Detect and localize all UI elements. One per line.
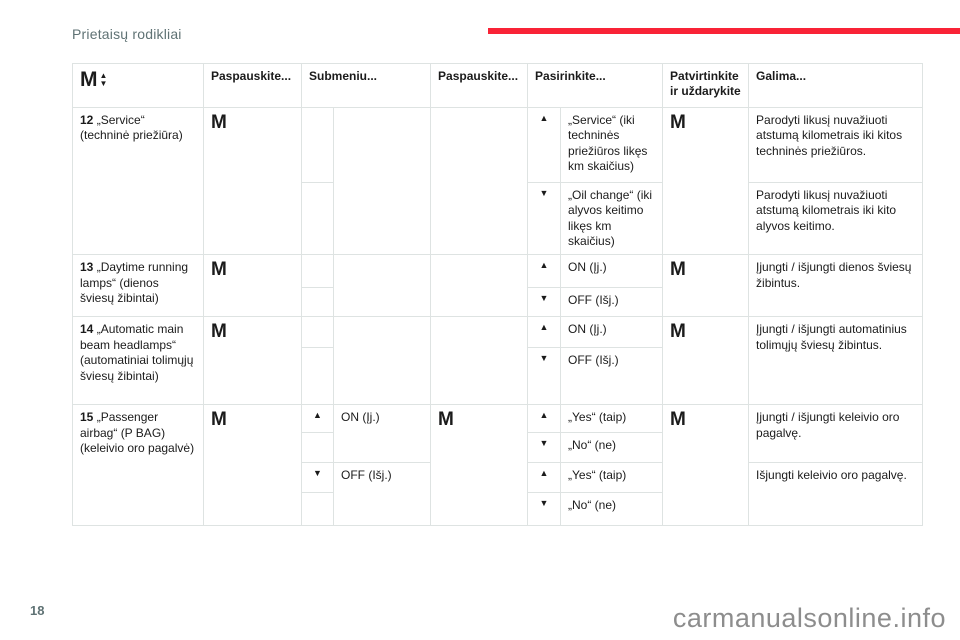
col-header-confirm: Patvirtinkite ir uždarykite (662, 63, 750, 108)
row-label-text: „Automatic main beam headlamps“ (automat… (80, 322, 194, 383)
watermark-text: carmanualsonline.info (672, 603, 946, 633)
menu-updown-arrows-icon: ▲ ▼ (99, 70, 108, 88)
row-label-text: „Passenger airbag“ (P BAG) (keleivio oro… (80, 410, 195, 456)
confirm-m-cell: M (662, 404, 750, 527)
empty-cell (301, 287, 334, 318)
empty-cell (332, 316, 432, 406)
col-header-press-1: Paspauskite... (203, 63, 302, 108)
empty-cell (301, 254, 334, 289)
empty-cell (301, 492, 334, 527)
row-label-auto-main-beam: 14 „Automatic main beam headlamps“ (auto… (72, 316, 204, 406)
option-cell: „Yes“ (taip) (560, 462, 664, 494)
table-subrow: ▼ OFF (Išj.) (73, 287, 923, 318)
col-header-select: Pasirinkite... (527, 63, 664, 108)
table-subrow: ▼ „No“ (ne) (73, 432, 923, 464)
up-arrow-icon: ▲ (99, 70, 108, 80)
empty-cell (332, 254, 432, 318)
empty-cell (301, 316, 334, 349)
press-m-cell-2: M (430, 404, 529, 527)
empty-cell (301, 181, 334, 256)
down-arrow-icon: ▼ (301, 462, 334, 494)
outcome-cell: Įjungti / išjungti dienos šviesų žibintu… (748, 254, 924, 318)
table-row: 15 „Passenger airbag“ (P BAG) (keleivio … (72, 404, 924, 527)
up-arrow-icon: ▲ (527, 107, 562, 183)
menu-m-icon: M ▲ ▼ (80, 69, 107, 90)
table-row: 13 „Daytime running lamps“ (dienos švies… (72, 254, 924, 318)
option-cell: OFF (Išj.) (560, 287, 664, 318)
row-label-text: „Service“ (techninė priežiūra) (80, 113, 183, 143)
settings-table: M ▲ ▼ Paspauskite... Submeniu... Paspaus… (72, 63, 924, 527)
down-arrow-icon: ▼ (527, 347, 562, 406)
option-cell: ON (Įj.) (560, 254, 664, 289)
table-row: 12 „Service“ (techninė priežiūra) M ▲ „S… (72, 106, 924, 256)
table-subrow: ▼ OFF (Išj.) ▲ „Yes“ (taip) Išjungti kel… (73, 462, 924, 527)
submenu-option-cell: ON (Įj.) (332, 404, 432, 464)
table-header-row: M ▲ ▼ Paspauskite... Submeniu... Paspaus… (72, 63, 924, 108)
outcome-cell: Parodyti likusį nuvažiuoti atstumą kilom… (748, 181, 924, 256)
empty-cell (332, 106, 432, 256)
up-arrow-icon: ▲ (301, 404, 334, 434)
col-header-press-2: Paspauskite... (430, 63, 529, 108)
option-cell: „Oil change“ (iki alyvos keitimo likęs k… (560, 181, 664, 256)
row-number: 12 (80, 113, 94, 127)
option-cell: „No“ (ne) (560, 492, 664, 527)
up-arrow-icon: ▲ (527, 462, 562, 494)
option-cell: ON (Įj.) (560, 316, 664, 349)
up-arrow-icon: ▲ (527, 316, 562, 349)
submenu-option-cell: OFF (Išj.) (332, 462, 432, 527)
outcome-cell: Įjungti / išjungti keleivio oro pagalvę. (748, 404, 924, 464)
empty-cell (301, 432, 334, 464)
row-number: 14 (80, 322, 94, 337)
section-title: Prietaisų rodikliai (72, 26, 182, 42)
option-cell: OFF (Išj.) (560, 347, 664, 406)
row-number: 15 (80, 410, 94, 425)
empty-cell (301, 347, 334, 406)
empty-cell (430, 316, 529, 406)
empty-cell (430, 254, 529, 318)
down-arrow-icon: ▼ (99, 78, 108, 88)
table-subrow: ▼ OFF (Išj.) (73, 347, 923, 406)
row-label-daytime-lamps: 13 „Daytime running lamps“ (dienos švies… (72, 254, 204, 318)
option-cell: „Yes“ (taip) (560, 404, 664, 434)
press-m-cell: M (203, 254, 302, 318)
table-subrow: ▼ „No“ (ne) (73, 492, 923, 527)
up-arrow-icon: ▲ (527, 404, 562, 434)
option-cell: „Service“ (iki techninės priežiūros likę… (560, 107, 664, 183)
empty-cell (301, 107, 334, 183)
down-arrow-icon: ▼ (527, 287, 562, 318)
press-m-cell: M (203, 316, 302, 406)
menu-button-icon-cell: M ▲ ▼ (72, 63, 204, 108)
outcome-cell: Išjungti keleivio oro pagalvę. (748, 462, 924, 527)
up-arrow-icon: ▲ (527, 254, 562, 289)
page-number: 18 (30, 603, 45, 618)
row-label-passenger-airbag: 15 „Passenger airbag“ (P BAG) (keleivio … (72, 404, 204, 527)
confirm-m-cell: M (662, 106, 750, 256)
row-number: 13 (80, 260, 94, 275)
row-label-service: 12 „Service“ (techninė priežiūra) (72, 106, 204, 256)
press-m-cell: M (203, 106, 302, 256)
down-arrow-icon: ▼ (527, 492, 562, 527)
col-header-submenu: Submeniu... (300, 63, 432, 108)
down-arrow-icon: ▼ (527, 181, 562, 256)
down-arrow-icon: ▼ (527, 432, 562, 464)
outcome-cell: Parodyti likusį nuvažiuoti atstumą kilom… (748, 107, 924, 183)
outcome-cell: Įjungti / išjungti automatinius tolimųjų… (748, 316, 924, 406)
col-header-result: Galima... (748, 63, 924, 108)
menu-m-letter: M (80, 68, 98, 91)
confirm-m-cell: M (662, 316, 750, 406)
confirm-m-cell: M (662, 254, 750, 318)
table-subrow: ▼ „Oil change“ (iki alyvos keitimo likęs… (73, 181, 924, 256)
press-m-cell: M (203, 404, 302, 527)
option-cell: „No“ (ne) (560, 432, 664, 464)
empty-cell (430, 106, 529, 256)
red-accent-bar (488, 28, 960, 34)
table-row: 14 „Automatic main beam headlamps“ (auto… (72, 316, 924, 406)
row-label-text: „Daytime running lamps“ (dienos šviesų ž… (80, 260, 189, 306)
